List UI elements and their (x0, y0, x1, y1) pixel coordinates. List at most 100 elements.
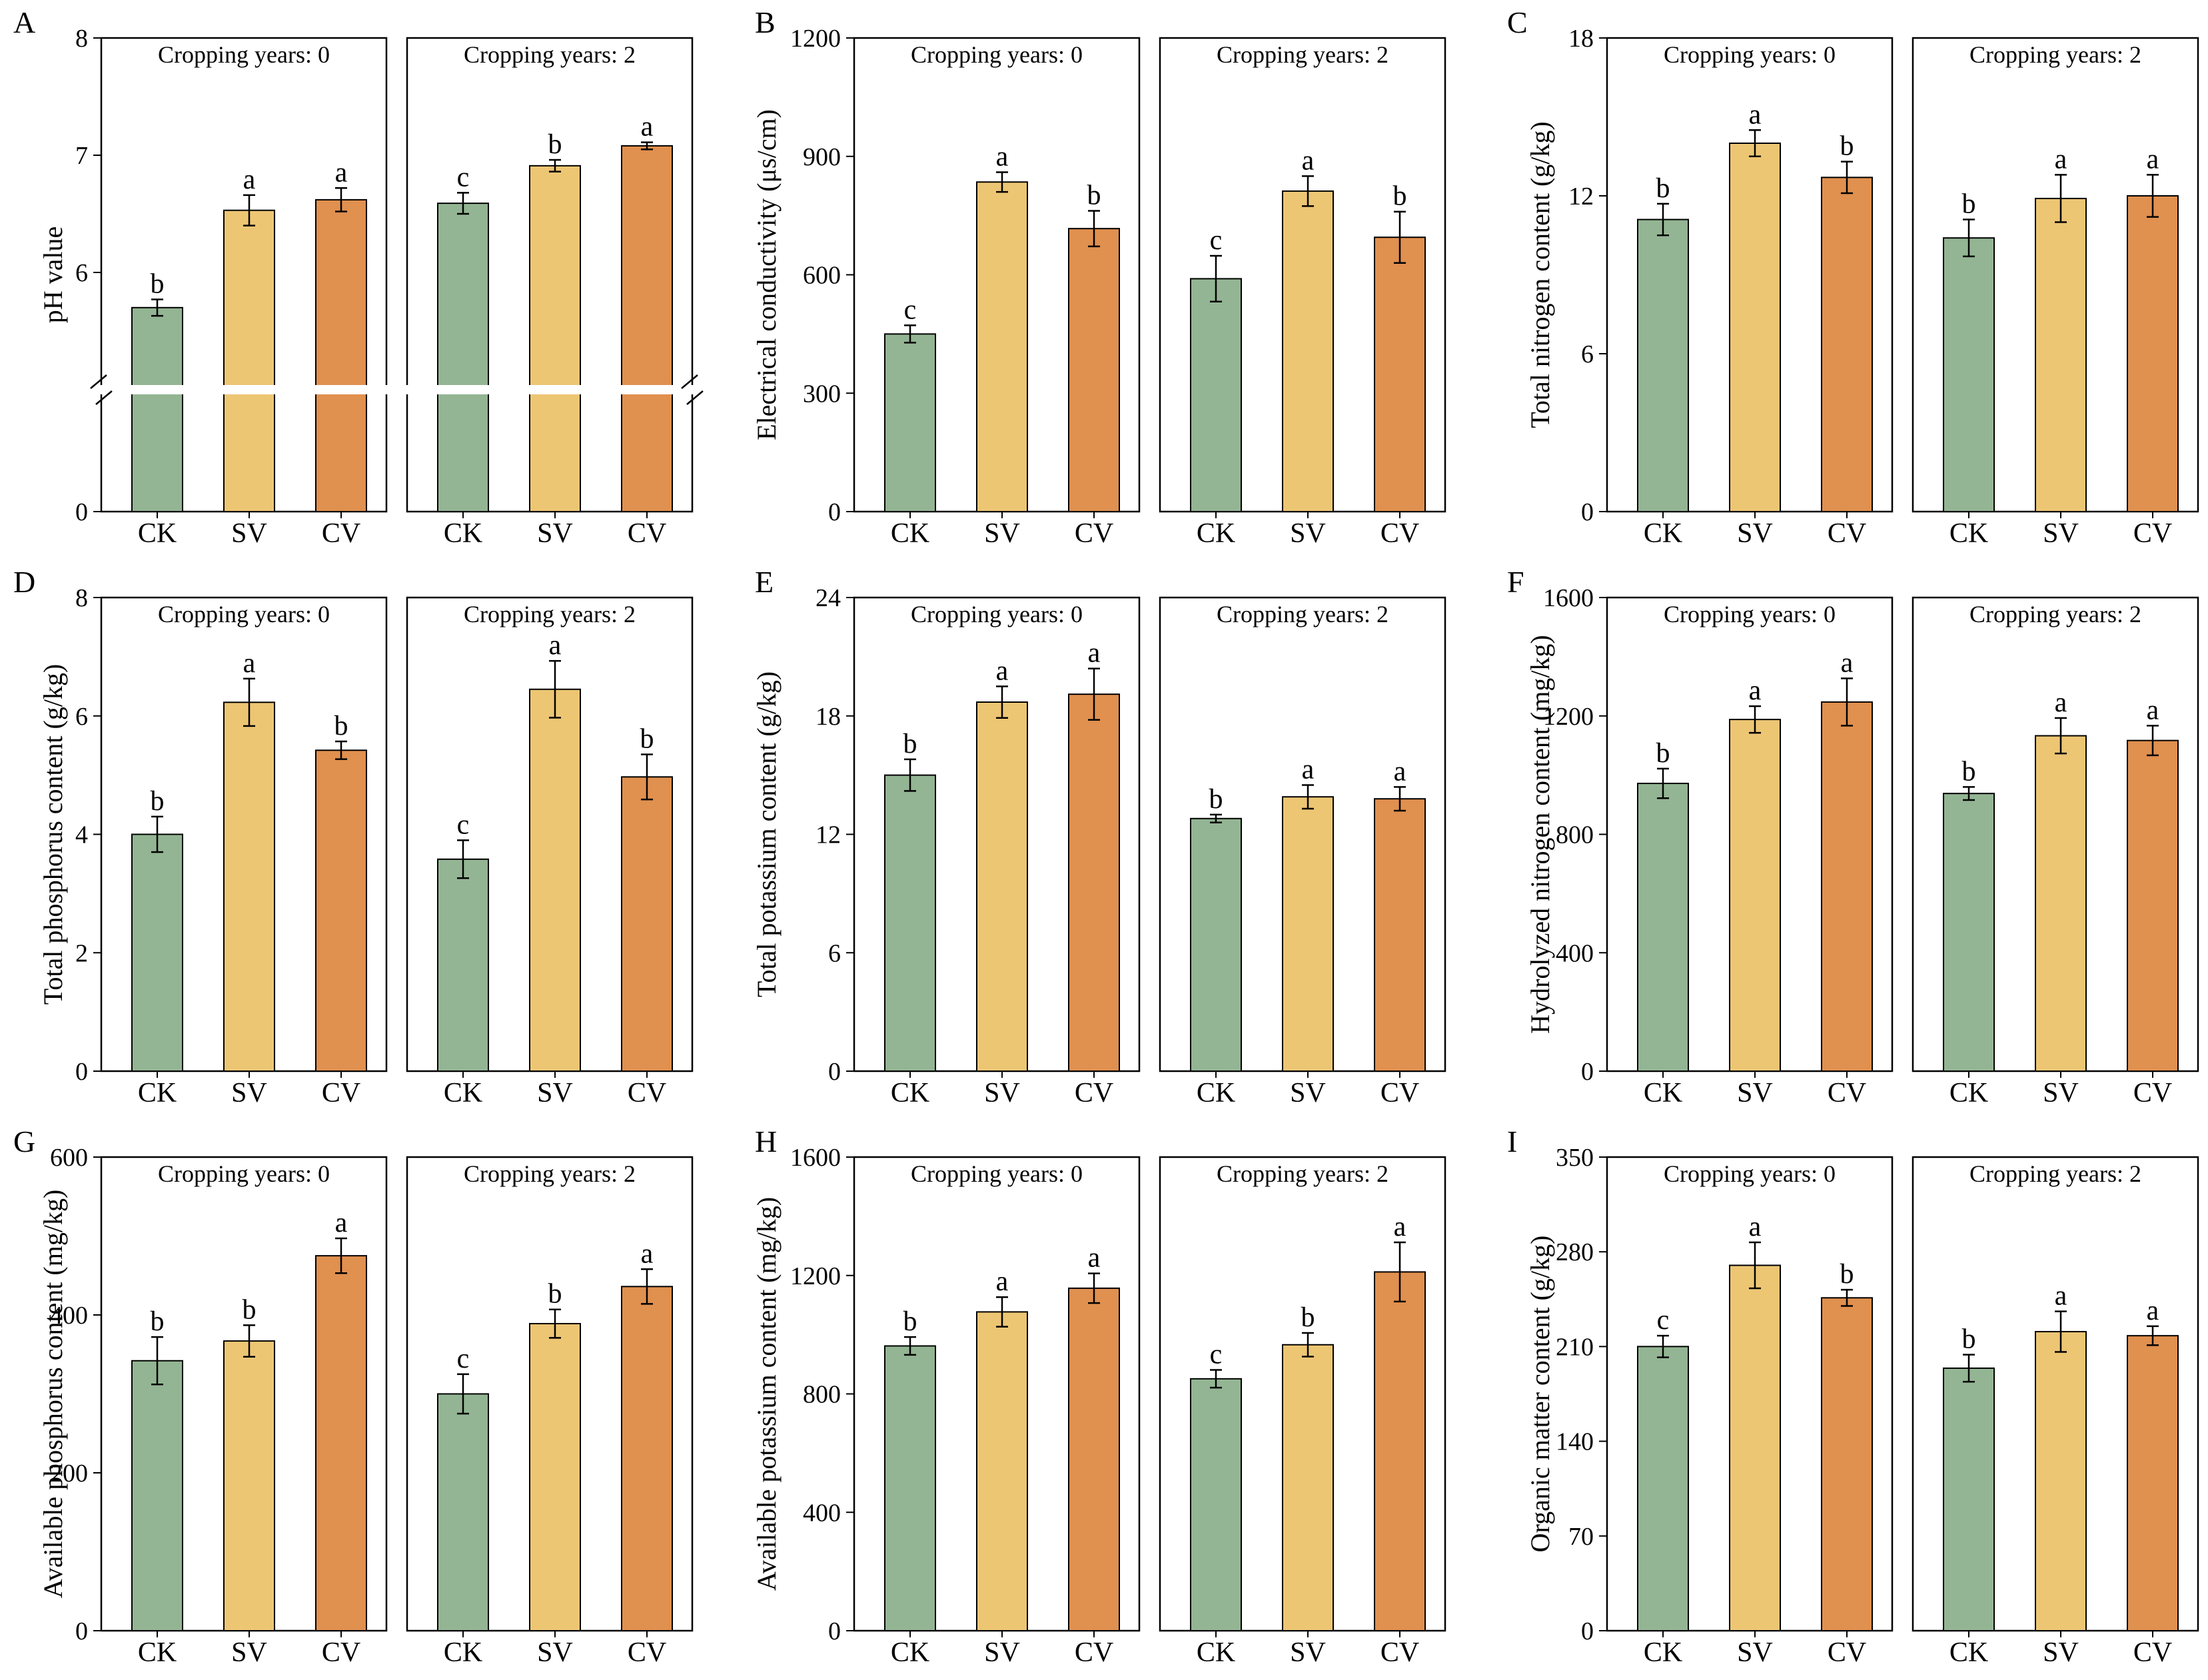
bar-ck (884, 1345, 936, 1631)
bar-sv (1729, 1264, 1781, 1631)
bar-ck (131, 833, 183, 1072)
significance-letter: b (1656, 738, 1670, 769)
significance-letter: a (1394, 1212, 1406, 1242)
significance-letter: c (1657, 1305, 1670, 1336)
y-tick-label: 0 (75, 1058, 88, 1086)
y-tick-label: 18 (816, 703, 841, 731)
y-tick-label: 12 (816, 821, 841, 849)
y-tick-label: 0 (1581, 498, 1594, 526)
significance-letter: a (243, 165, 256, 195)
bar-ck (437, 1393, 489, 1631)
facet-title: Cropping years: 2 (464, 1160, 636, 1187)
y-tick-label: 1600 (1543, 584, 1594, 612)
y-tick-label: 7 (75, 142, 88, 170)
bar-ck (437, 858, 489, 1072)
bar-sv (2035, 197, 2087, 512)
y-tick-label: 140 (1556, 1428, 1594, 1456)
x-tick-label: CK (138, 518, 177, 549)
significance-letter: a (2055, 144, 2067, 175)
bar-sv (1729, 719, 1781, 1072)
bar-cv (1068, 228, 1120, 512)
panel-f: F Hydrolyzed nitrogen content (mg/kg) 0 400… (1507, 565, 2199, 1108)
y-tick-label: 18 (1568, 25, 1594, 53)
y-axis-label: Available phosphorus content (mg/kg) (38, 1190, 68, 1599)
facet-title: Cropping years: 2 (464, 601, 636, 628)
significance-letter: b (1656, 173, 1670, 204)
y-tick-label: 24 (816, 584, 841, 612)
facet-title: Cropping years: 2 (1217, 1160, 1388, 1187)
x-tick-label: CK (1197, 1637, 1235, 1668)
x-tick-label: SV (2043, 1078, 2079, 1108)
bar-cv (621, 1286, 673, 1631)
bar-cv (1374, 1271, 1426, 1631)
x-tick-label: CV (1380, 1637, 1419, 1668)
y-tick-label: 0 (1581, 1617, 1594, 1645)
significance-letter: a (2055, 687, 2067, 718)
panel-letter: E (755, 565, 774, 599)
x-tick-label: CV (322, 1637, 360, 1668)
y-axis-label: Electrical conductivity (μs/cm) (752, 109, 782, 440)
facet-title: Cropping years: 2 (1217, 601, 1388, 628)
panel-letter: G (13, 1124, 35, 1158)
x-tick-label: SV (984, 1078, 1020, 1108)
bar-cv (1374, 236, 1426, 512)
y-tick-label: 8 (75, 584, 88, 612)
panel-letter: F (1507, 565, 1524, 599)
y-tick-label: 0 (75, 498, 88, 526)
facet-title: Cropping years: 2 (464, 41, 636, 68)
bar-ck (1943, 1367, 1995, 1631)
significance-letter: a (1749, 1212, 1762, 1242)
bar-cv (2127, 195, 2179, 512)
y-tick-label: 70 (1568, 1523, 1594, 1551)
significance-letter: b (1087, 181, 1101, 211)
bar-sv (976, 1311, 1028, 1631)
significance-letter: a (996, 655, 1009, 686)
bar-ck (1190, 1378, 1242, 1632)
y-tick-label: 6 (75, 703, 88, 731)
significance-letter: a (1302, 754, 1315, 785)
facet-title: Cropping years: 2 (1969, 41, 2141, 68)
panel-letter: A (13, 5, 35, 39)
x-tick-label: SV (231, 1078, 267, 1108)
x-tick-label: CK (1644, 1078, 1682, 1108)
y-tick-label: 4 (75, 821, 88, 849)
bar-sv (1282, 190, 1334, 512)
bar-cv (621, 145, 673, 513)
bar-ck (1943, 793, 1995, 1072)
y-tick-label: 0 (828, 1058, 841, 1086)
bar-sv (223, 1340, 275, 1631)
significance-letter: a (1088, 638, 1101, 669)
bar-sv (2035, 1331, 2087, 1632)
bar-sv (976, 701, 1028, 1072)
facet-title: Cropping years: 0 (1664, 41, 1836, 68)
x-tick-label: SV (1290, 1078, 1326, 1108)
y-tick-label: 6 (75, 259, 88, 287)
x-tick-label: CK (1949, 1637, 1988, 1668)
significance-letter: b (903, 1306, 917, 1337)
facet-title: Cropping years: 0 (911, 41, 1083, 68)
y-axis-label: Hydrolyzed nitrogen content (mg/kg) (1525, 635, 1555, 1034)
bar-sv (1282, 1344, 1334, 1631)
facet-title: Cropping years: 0 (911, 601, 1083, 628)
y-tick-label: 800 (1556, 821, 1594, 849)
significance-letter: b (1393, 181, 1407, 212)
panel-b: B Electrical conductivity (μs/cm) 0 300 600 9… (752, 5, 1446, 549)
y-axis-label: Available potassium content (mg/kg) (752, 1197, 782, 1591)
x-tick-label: CV (322, 1078, 360, 1108)
bar-cv (315, 1255, 367, 1631)
significance-letter: a (996, 141, 1009, 172)
significance-letter: b (243, 1294, 257, 1325)
y-tick-label: 0 (828, 498, 841, 526)
facet-title: Cropping years: 0 (1664, 601, 1836, 628)
significance-letter: a (2147, 1296, 2159, 1326)
x-tick-label: CV (1828, 1078, 1866, 1108)
x-tick-label: CV (1380, 1078, 1419, 1108)
significance-letter: a (1841, 647, 1854, 678)
facet-title: Cropping years: 0 (1664, 1160, 1836, 1187)
panel-letter: I (1507, 1124, 1517, 1158)
x-tick-label: CV (628, 1637, 666, 1668)
x-tick-label: CK (444, 1078, 482, 1108)
panel-a: ApH value 0 6 7 8 Cropping years: 0 b CK a SV a CV C… (13, 5, 712, 549)
y-tick-label: 6 (1581, 340, 1594, 368)
